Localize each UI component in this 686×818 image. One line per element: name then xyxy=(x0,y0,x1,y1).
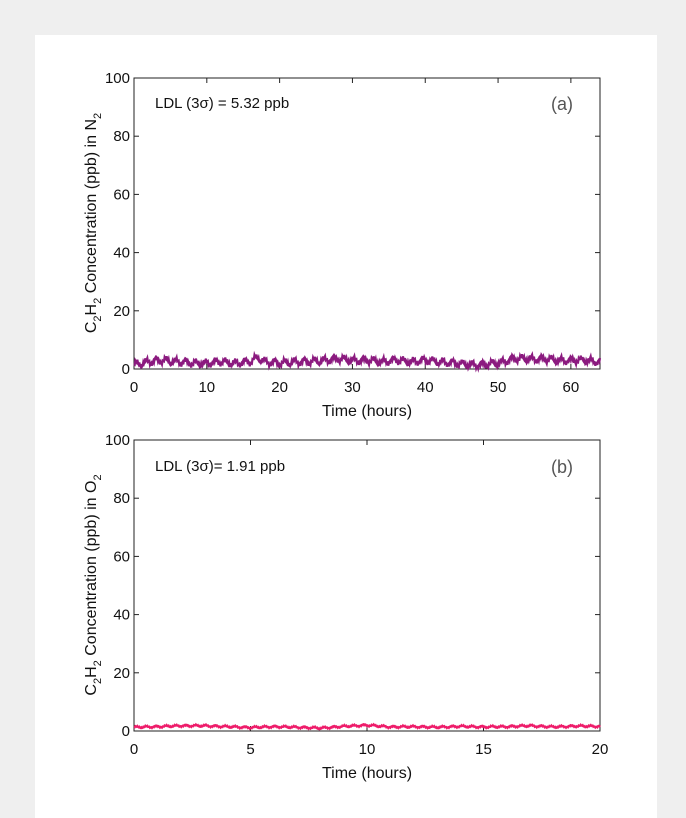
x-tick-label: 20 xyxy=(271,379,288,396)
y-tick-label: 0 xyxy=(122,723,130,740)
y-tick-label: 0 xyxy=(122,361,130,378)
y-ticks: 0 20 40 60 80 100 xyxy=(105,70,600,378)
y-tick-label: 100 xyxy=(105,432,130,449)
y-tick-label: 80 xyxy=(113,128,130,145)
x-tick-label: 50 xyxy=(490,379,507,396)
y-tick-label: 40 xyxy=(113,245,130,262)
panel-b: 0 20 40 60 80 100 0 5 10 15 20 LDL (3σ)= 1.91 ppb… xyxy=(83,432,608,782)
panel-label: (a) xyxy=(551,94,573,114)
y-tick-label: 40 xyxy=(113,607,130,624)
y-tick-label: 60 xyxy=(113,186,130,203)
panel-a: 0 20 40 60 80 100 0 10 20 30 40 50 60 LDL (3σ) = 5.… xyxy=(83,70,602,420)
series-line xyxy=(133,350,602,373)
x-axis-title: Time (hours) xyxy=(322,403,412,420)
x-ticks: 0 10 20 30 40 50 60 xyxy=(130,78,579,396)
x-tick-label: 30 xyxy=(344,379,361,396)
y-tick-label: 20 xyxy=(113,665,130,682)
ldl-annotation: LDL (3σ)= 1.91 ppb xyxy=(155,458,285,475)
x-tick-label: 0 xyxy=(130,741,138,758)
x-tick-label: 10 xyxy=(198,379,215,396)
y-axis-title: C2H2 Concentration (ppb) in O2 xyxy=(83,474,104,695)
x-tick-label: 10 xyxy=(359,741,376,758)
y-tick-label: 80 xyxy=(113,490,130,507)
y-axis-title: C2H2 Concentration (ppb) in N2 xyxy=(83,113,104,333)
series-line xyxy=(133,722,601,731)
plot-frame xyxy=(133,77,601,370)
x-tick-label: 0 xyxy=(130,379,138,396)
y-tick-label: 60 xyxy=(113,548,130,565)
plot-frame xyxy=(133,439,601,732)
figure-card xyxy=(35,35,657,818)
x-tick-label: 60 xyxy=(563,379,580,396)
y-tick-label: 100 xyxy=(105,70,130,87)
x-axis-title: Time (hours) xyxy=(322,765,412,782)
panel-label: (b) xyxy=(551,457,573,477)
x-tick-label: 40 xyxy=(417,379,434,396)
x-ticks: 0 5 10 15 20 xyxy=(130,440,609,758)
x-tick-label: 5 xyxy=(246,741,254,758)
ldl-annotation: LDL (3σ) = 5.32 ppb xyxy=(155,95,289,112)
y-ticks: 0 20 40 60 80 100 xyxy=(105,432,600,740)
y-tick-label: 20 xyxy=(113,303,130,320)
x-tick-label: 20 xyxy=(592,741,609,758)
x-tick-label: 15 xyxy=(475,741,492,758)
